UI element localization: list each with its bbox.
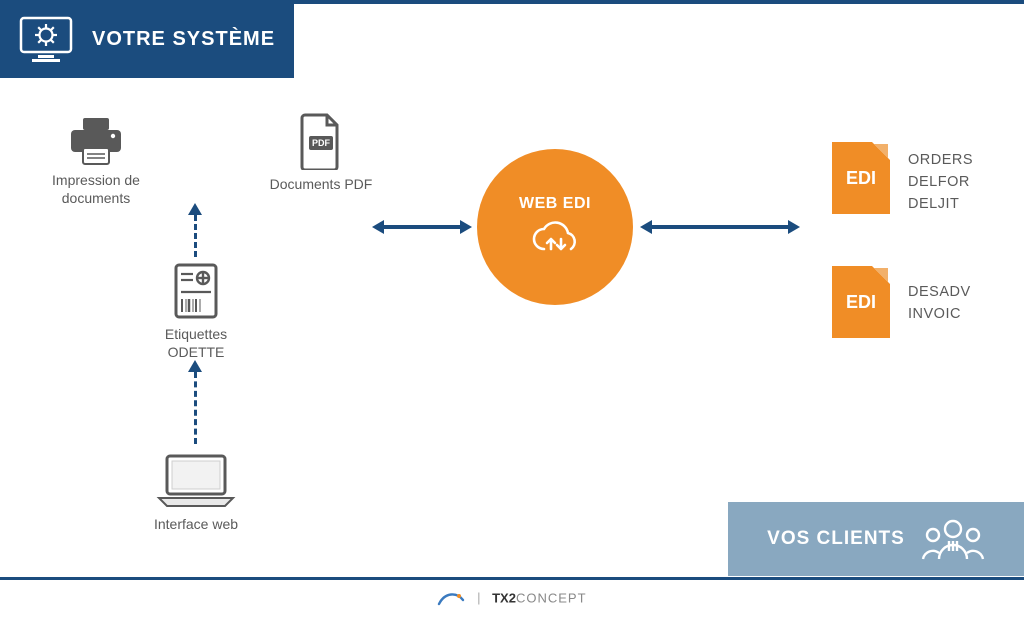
pdf-badge-text: PDF: [312, 138, 331, 148]
edi-bottom-line-1: INVOIC: [908, 304, 971, 326]
footer-rule: [0, 577, 1024, 580]
edi-bottom-labels: DESADV INVOIC: [908, 282, 971, 326]
pdf-document-icon: PDF: [297, 112, 345, 170]
odette-label: EtiquettesODETTE: [146, 326, 246, 361]
logo-bold: TX2: [492, 590, 516, 605]
brand-logo: | TX2CONCEPT: [0, 590, 1024, 608]
system-gear-monitor-icon: [18, 15, 74, 63]
edi-doc-top: EDI: [832, 142, 890, 214]
cloud-sync-icon: [526, 219, 584, 259]
edi-top-line-1: DELFOR: [908, 172, 973, 194]
arrow-laptop-to-odette: [190, 360, 202, 444]
item-pdf: PDF Documents PDF: [256, 112, 386, 194]
edi-top-labels: ORDERS DELFOR DELJIT: [908, 150, 973, 215]
arrow-odette-to-printer: [190, 203, 202, 257]
edi-top-line-0: ORDERS: [908, 150, 973, 172]
laptop-label: Interface web: [136, 516, 256, 534]
item-laptop: Interface web: [136, 450, 256, 534]
header-box: VOTRE SYSTÈME: [0, 0, 294, 78]
laptop-icon: [151, 450, 241, 510]
edi-doc-bottom: EDI: [832, 266, 890, 338]
arrow-right: [640, 221, 800, 233]
printer-icon: [65, 116, 127, 166]
item-odette: EtiquettesODETTE: [146, 262, 246, 361]
pdf-label: Documents PDF: [256, 176, 386, 194]
arrow-left: [372, 221, 472, 233]
edi-bottom-badge: EDI: [846, 292, 876, 313]
clients-title: VOS CLIENTS: [767, 528, 905, 550]
web-edi-hub: WEB EDI: [477, 149, 633, 305]
hub-label: WEB EDI: [519, 195, 591, 213]
odette-label-icon: [171, 262, 221, 320]
clients-box: VOS CLIENTS: [728, 502, 1024, 576]
edi-top-line-2: DELJIT: [908, 194, 973, 216]
logo-swirl-icon: [437, 590, 465, 608]
logo-rest: CONCEPT: [516, 590, 587, 605]
edi-top-badge: EDI: [846, 168, 876, 189]
printer-label: Impression dedocuments: [26, 172, 166, 207]
item-printer: Impression dedocuments: [26, 116, 166, 207]
edi-bottom-line-0: DESADV: [908, 282, 971, 304]
clients-people-icon: [921, 515, 985, 563]
diagram-canvas: VOTRE SYSTÈME Impression dedocuments PDF…: [0, 0, 1024, 631]
header-title: VOTRE SYSTÈME: [92, 28, 275, 51]
